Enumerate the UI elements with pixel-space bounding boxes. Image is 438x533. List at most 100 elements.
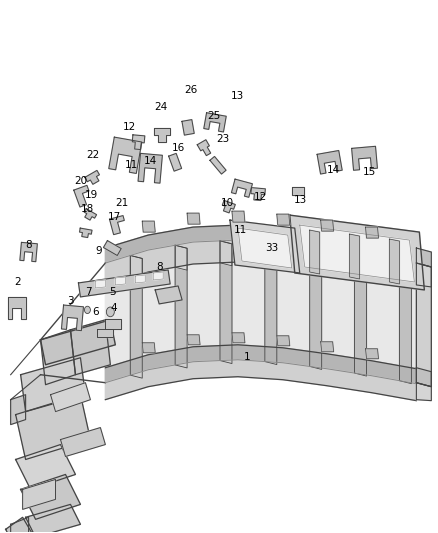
Polygon shape xyxy=(310,230,320,274)
Polygon shape xyxy=(350,234,360,279)
Polygon shape xyxy=(106,240,417,384)
Polygon shape xyxy=(310,247,321,369)
Polygon shape xyxy=(290,215,424,290)
Polygon shape xyxy=(78,270,170,297)
Polygon shape xyxy=(71,320,110,375)
Text: 33: 33 xyxy=(265,243,279,253)
Text: 20: 20 xyxy=(74,176,87,187)
Polygon shape xyxy=(210,157,226,174)
Text: 7: 7 xyxy=(85,287,92,297)
Polygon shape xyxy=(231,179,252,197)
Polygon shape xyxy=(106,360,417,401)
Text: 16: 16 xyxy=(171,143,184,154)
Polygon shape xyxy=(80,228,92,238)
Text: 19: 19 xyxy=(85,190,98,200)
Text: 22: 22 xyxy=(87,150,100,160)
Polygon shape xyxy=(187,213,200,224)
Polygon shape xyxy=(60,427,106,456)
Polygon shape xyxy=(389,239,399,284)
Polygon shape xyxy=(417,368,431,386)
Polygon shape xyxy=(106,225,417,265)
Text: 1: 1 xyxy=(244,352,251,362)
Polygon shape xyxy=(417,263,431,386)
Text: 14: 14 xyxy=(327,165,340,175)
Polygon shape xyxy=(232,333,245,343)
Polygon shape xyxy=(74,185,89,207)
Polygon shape xyxy=(220,241,232,266)
Polygon shape xyxy=(21,358,85,411)
Text: 25: 25 xyxy=(207,110,220,120)
Circle shape xyxy=(85,306,90,313)
Polygon shape xyxy=(417,248,431,267)
Polygon shape xyxy=(366,227,378,238)
Polygon shape xyxy=(130,255,142,378)
Text: 23: 23 xyxy=(217,134,230,144)
Text: 4: 4 xyxy=(110,303,117,313)
Polygon shape xyxy=(130,255,142,280)
Polygon shape xyxy=(230,220,300,273)
Text: 8: 8 xyxy=(25,240,32,250)
Text: 8: 8 xyxy=(157,262,163,271)
Polygon shape xyxy=(265,242,277,365)
Text: 24: 24 xyxy=(155,102,168,112)
Polygon shape xyxy=(154,128,170,142)
Polygon shape xyxy=(106,345,417,384)
Polygon shape xyxy=(232,211,245,222)
Text: 11: 11 xyxy=(125,160,138,171)
Polygon shape xyxy=(6,518,35,533)
Text: 15: 15 xyxy=(363,167,376,177)
Polygon shape xyxy=(142,221,155,232)
Text: 21: 21 xyxy=(116,198,129,208)
Text: 26: 26 xyxy=(184,85,197,95)
Polygon shape xyxy=(84,209,97,220)
Polygon shape xyxy=(95,280,106,288)
Polygon shape xyxy=(352,147,378,170)
Polygon shape xyxy=(223,200,235,213)
Polygon shape xyxy=(321,220,334,231)
Polygon shape xyxy=(61,305,84,330)
Polygon shape xyxy=(366,349,378,359)
Text: 10: 10 xyxy=(221,198,234,208)
Polygon shape xyxy=(109,137,142,173)
Polygon shape xyxy=(21,474,81,519)
Polygon shape xyxy=(106,240,417,287)
Polygon shape xyxy=(23,480,56,510)
Polygon shape xyxy=(115,277,125,285)
Polygon shape xyxy=(175,245,187,368)
Polygon shape xyxy=(251,188,265,200)
Text: 17: 17 xyxy=(108,212,121,222)
Polygon shape xyxy=(277,214,290,225)
Polygon shape xyxy=(265,242,277,267)
Polygon shape xyxy=(110,215,124,235)
Text: 14: 14 xyxy=(143,156,157,166)
Polygon shape xyxy=(169,154,182,171)
Polygon shape xyxy=(138,154,162,183)
Polygon shape xyxy=(238,228,292,268)
Polygon shape xyxy=(355,254,367,376)
Circle shape xyxy=(106,307,114,317)
Text: 3: 3 xyxy=(67,296,74,306)
Polygon shape xyxy=(182,119,194,135)
Polygon shape xyxy=(97,329,113,337)
Text: 12: 12 xyxy=(123,122,136,132)
Polygon shape xyxy=(11,394,25,425)
Text: 2: 2 xyxy=(14,278,21,287)
Polygon shape xyxy=(20,243,37,262)
Text: 9: 9 xyxy=(95,246,102,255)
Text: 18: 18 xyxy=(81,204,94,214)
Polygon shape xyxy=(153,272,163,280)
Text: 11: 11 xyxy=(233,225,247,236)
Text: 13: 13 xyxy=(231,91,244,101)
Polygon shape xyxy=(310,247,321,272)
Polygon shape xyxy=(16,445,75,489)
Polygon shape xyxy=(220,241,232,364)
Polygon shape xyxy=(41,320,115,365)
Text: 6: 6 xyxy=(92,306,99,317)
Polygon shape xyxy=(417,263,431,287)
Polygon shape xyxy=(399,262,411,384)
Polygon shape xyxy=(41,330,75,385)
Text: 12: 12 xyxy=(254,192,267,203)
Polygon shape xyxy=(321,342,334,352)
Polygon shape xyxy=(317,150,342,174)
Polygon shape xyxy=(155,286,182,304)
